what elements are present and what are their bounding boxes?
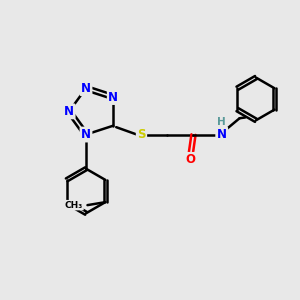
Text: S: S xyxy=(137,128,146,141)
Text: N: N xyxy=(81,82,91,95)
Text: N: N xyxy=(64,105,74,118)
Text: N: N xyxy=(108,91,118,103)
Text: H: H xyxy=(218,117,226,127)
Text: N: N xyxy=(217,128,227,141)
Text: CH₃: CH₃ xyxy=(65,201,83,210)
Text: N: N xyxy=(81,128,91,141)
Text: O: O xyxy=(185,153,196,167)
